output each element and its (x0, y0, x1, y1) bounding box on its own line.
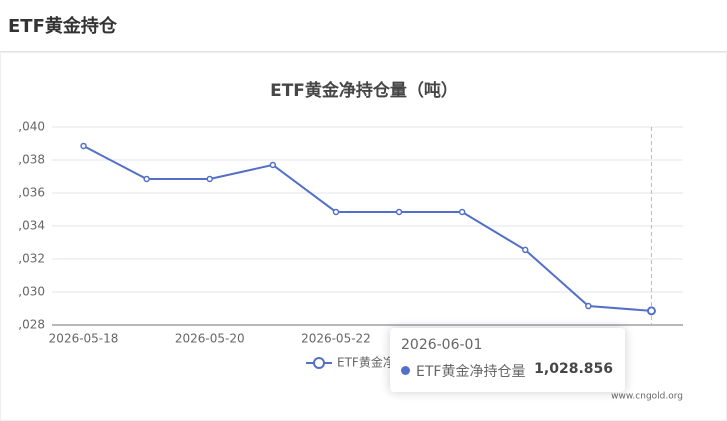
point (332, 208, 340, 216)
y-axis-labels: 1,028 1,030 1,032 1,034 1,036 1,038 1,040 (11, 120, 45, 332)
point (646, 306, 656, 316)
chart: ETF黄金净持仓量（吨） 1,0281,0301,0321,0341,0361,… (0, 52, 727, 421)
x-tick-label: 2026-05-18 (49, 332, 119, 346)
point (395, 208, 403, 216)
point (458, 208, 466, 216)
point (522, 246, 529, 254)
point (269, 161, 277, 169)
y-tick-label: 1,036 (11, 186, 45, 200)
point (80, 142, 87, 150)
point (206, 175, 213, 183)
x-tick-label: 2026-05-22 (301, 332, 371, 346)
series-line (83, 145, 652, 312)
y-tick-label: 1,040 (11, 120, 45, 134)
y-tick-label: 1,028 (11, 318, 45, 332)
source: www.cngold.org (611, 392, 683, 402)
y-tick-label: 1,032 (11, 252, 45, 266)
x-tick-label: 2026-05-20 (175, 332, 245, 346)
point (143, 175, 150, 183)
y-tick-label: 1,034 (11, 219, 45, 233)
y-tick-label: 1,030 (11, 285, 45, 299)
point (585, 302, 592, 310)
tooltip-series: ETF黄金净持仓量 (416, 364, 526, 380)
legend-marker (313, 357, 325, 369)
header-title: ETF黄金持仓 (8, 16, 117, 37)
chart-title: ETF黄金净持仓量（吨） (270, 80, 458, 101)
header: ETF黄金持仓 (0, 0, 727, 52)
tooltip: 2026-06-01 ETF黄金净持仓量 1,028.856 (390, 328, 625, 392)
tooltip-dot (401, 366, 410, 375)
y-tick-label: 1,038 (11, 153, 45, 167)
tooltip-date: 2026-06-01 (401, 337, 483, 353)
tooltip-value: 1,028.856 (534, 361, 613, 377)
